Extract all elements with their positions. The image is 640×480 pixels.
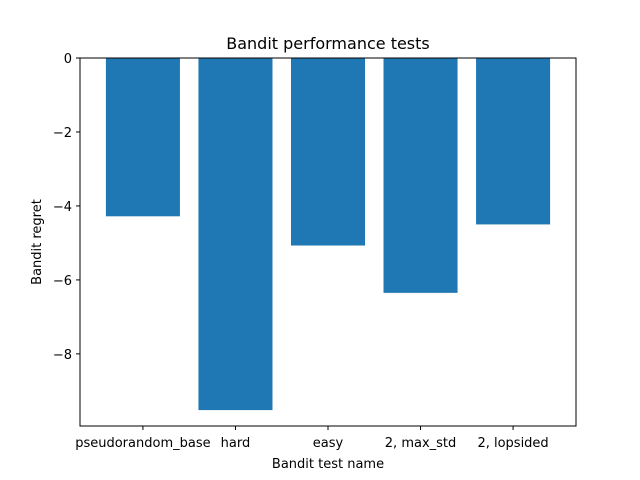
chart-title: Bandit performance tests (226, 34, 430, 53)
x-tick-label-4: 2, lopsided (477, 436, 548, 451)
bars-group (105, 58, 551, 411)
x-tick-label-1: hard (221, 436, 251, 451)
y-axis-ticks: 0 −2 −4 −6 −8 (53, 52, 80, 363)
bar-1 (198, 58, 273, 411)
x-tick-label-0: pseudorandom_base (75, 436, 210, 451)
y-tick-label-0: 0 (64, 52, 72, 67)
bar-2 (290, 58, 366, 246)
y-tick-label-1: −2 (53, 126, 72, 141)
x-tick-label-2: easy (313, 436, 344, 451)
plot-frame (79, 57, 577, 427)
x-axis-ticks: pseudorandom_base hard easy 2, max_std 2, lo… (75, 426, 549, 451)
bar-3 (383, 58, 458, 293)
bar-0 (105, 58, 180, 217)
y-tick-label-3: −6 (53, 274, 72, 289)
y-tick-label-2: −4 (53, 200, 72, 215)
bar-4 (476, 58, 551, 225)
y-tick-label-4: −8 (53, 348, 72, 363)
x-axis-label: Bandit test name (272, 457, 384, 472)
y-axis-label: Bandit regret (30, 199, 45, 285)
x-tick-label-3: 2, max_std (385, 436, 456, 451)
